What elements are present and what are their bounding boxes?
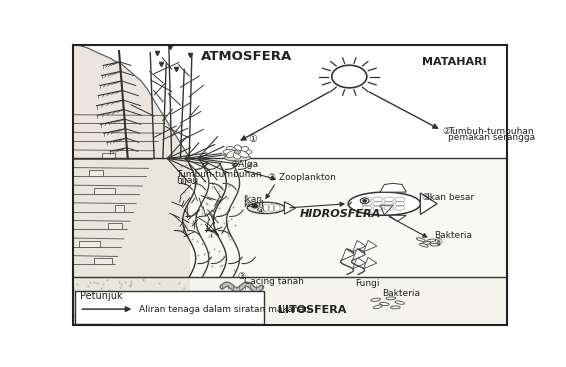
Polygon shape xyxy=(353,240,366,252)
FancyArrowPatch shape xyxy=(174,230,188,237)
FancyArrowPatch shape xyxy=(195,163,208,170)
Text: pemakan serangga: pemakan serangga xyxy=(448,133,535,142)
Text: ⑥: ⑥ xyxy=(434,238,442,247)
Polygon shape xyxy=(73,46,189,325)
Polygon shape xyxy=(364,240,377,252)
Circle shape xyxy=(360,198,369,204)
Text: Tumbuh-tumbuhan: Tumbuh-tumbuhan xyxy=(448,127,534,137)
Text: HIDROSFERA: HIDROSFERA xyxy=(300,208,381,219)
Ellipse shape xyxy=(247,202,285,214)
FancyBboxPatch shape xyxy=(79,241,100,247)
Circle shape xyxy=(252,204,258,208)
Ellipse shape xyxy=(223,149,236,155)
FancyArrowPatch shape xyxy=(230,210,243,217)
Ellipse shape xyxy=(234,145,241,153)
Ellipse shape xyxy=(430,243,440,246)
Text: MATAHARI: MATAHARI xyxy=(422,57,487,68)
FancyArrowPatch shape xyxy=(223,184,237,190)
Polygon shape xyxy=(353,257,366,269)
Text: ③: ③ xyxy=(238,272,246,281)
FancyArrowPatch shape xyxy=(187,230,201,237)
Text: Aliran tenaga dalam siratan makanan: Aliran tenaga dalam siratan makanan xyxy=(139,305,310,314)
FancyArrowPatch shape xyxy=(229,257,242,264)
Ellipse shape xyxy=(238,150,248,157)
Text: Bakteria: Bakteria xyxy=(382,288,420,298)
Ellipse shape xyxy=(386,297,396,300)
Ellipse shape xyxy=(417,238,425,241)
Ellipse shape xyxy=(234,150,241,159)
Text: hijau: hijau xyxy=(176,175,198,185)
Text: LITOSFERA: LITOSFERA xyxy=(278,305,346,315)
Ellipse shape xyxy=(427,239,436,242)
FancyArrowPatch shape xyxy=(225,163,239,170)
Ellipse shape xyxy=(226,150,237,157)
Text: Bakteria: Bakteria xyxy=(434,230,472,240)
FancyBboxPatch shape xyxy=(89,170,103,177)
FancyArrowPatch shape xyxy=(205,230,218,237)
Ellipse shape xyxy=(224,154,251,161)
FancyBboxPatch shape xyxy=(102,153,115,159)
FancyArrowPatch shape xyxy=(179,184,192,190)
FancyArrowPatch shape xyxy=(218,230,231,237)
FancyBboxPatch shape xyxy=(75,291,264,324)
FancyBboxPatch shape xyxy=(115,206,124,212)
FancyArrowPatch shape xyxy=(238,163,252,170)
Ellipse shape xyxy=(226,146,237,153)
Text: ②Alga: ②Alga xyxy=(231,160,259,169)
Text: Cacing tanah: Cacing tanah xyxy=(244,277,304,286)
Text: kecil: kecil xyxy=(243,200,263,210)
FancyBboxPatch shape xyxy=(94,188,115,194)
Text: ③ Zooplankton: ③ Zooplankton xyxy=(268,173,336,182)
Ellipse shape xyxy=(238,146,248,153)
Text: Tumbuh-tumbuhan: Tumbuh-tumbuhan xyxy=(176,170,261,179)
FancyArrowPatch shape xyxy=(242,257,255,264)
FancyArrowPatch shape xyxy=(199,210,212,217)
Ellipse shape xyxy=(419,243,428,247)
Text: Petunjuk: Petunjuk xyxy=(79,291,122,301)
Polygon shape xyxy=(284,202,296,214)
Ellipse shape xyxy=(380,302,389,305)
Polygon shape xyxy=(421,193,437,214)
Text: ②: ② xyxy=(443,127,451,137)
FancyBboxPatch shape xyxy=(109,223,122,229)
FancyArrowPatch shape xyxy=(198,257,212,264)
Text: Fungi: Fungi xyxy=(355,279,379,288)
FancyArrowPatch shape xyxy=(186,210,199,217)
Polygon shape xyxy=(380,184,406,192)
Text: ATMOSFERA: ATMOSFERA xyxy=(200,50,292,63)
Text: ⑤: ⑤ xyxy=(422,193,430,202)
Text: ④: ④ xyxy=(256,207,265,215)
Polygon shape xyxy=(389,215,406,221)
Polygon shape xyxy=(363,257,377,269)
Ellipse shape xyxy=(374,305,382,309)
Polygon shape xyxy=(353,249,366,260)
Circle shape xyxy=(363,200,366,202)
Text: Ikan besar: Ikan besar xyxy=(427,193,474,202)
FancyBboxPatch shape xyxy=(94,258,112,265)
Circle shape xyxy=(234,150,241,154)
FancyArrowPatch shape xyxy=(217,210,230,217)
Ellipse shape xyxy=(371,298,380,301)
Text: Ikan: Ikan xyxy=(243,195,261,204)
Ellipse shape xyxy=(422,242,431,245)
FancyArrowPatch shape xyxy=(210,184,223,190)
FancyArrowPatch shape xyxy=(211,257,225,264)
Ellipse shape xyxy=(239,149,252,155)
FancyArrowPatch shape xyxy=(192,184,205,190)
Text: ①: ① xyxy=(248,134,257,144)
FancyArrowPatch shape xyxy=(208,163,221,170)
Ellipse shape xyxy=(348,192,421,215)
Ellipse shape xyxy=(391,306,400,309)
Ellipse shape xyxy=(395,301,404,304)
Polygon shape xyxy=(341,249,355,260)
Circle shape xyxy=(332,65,367,88)
Polygon shape xyxy=(380,205,393,215)
